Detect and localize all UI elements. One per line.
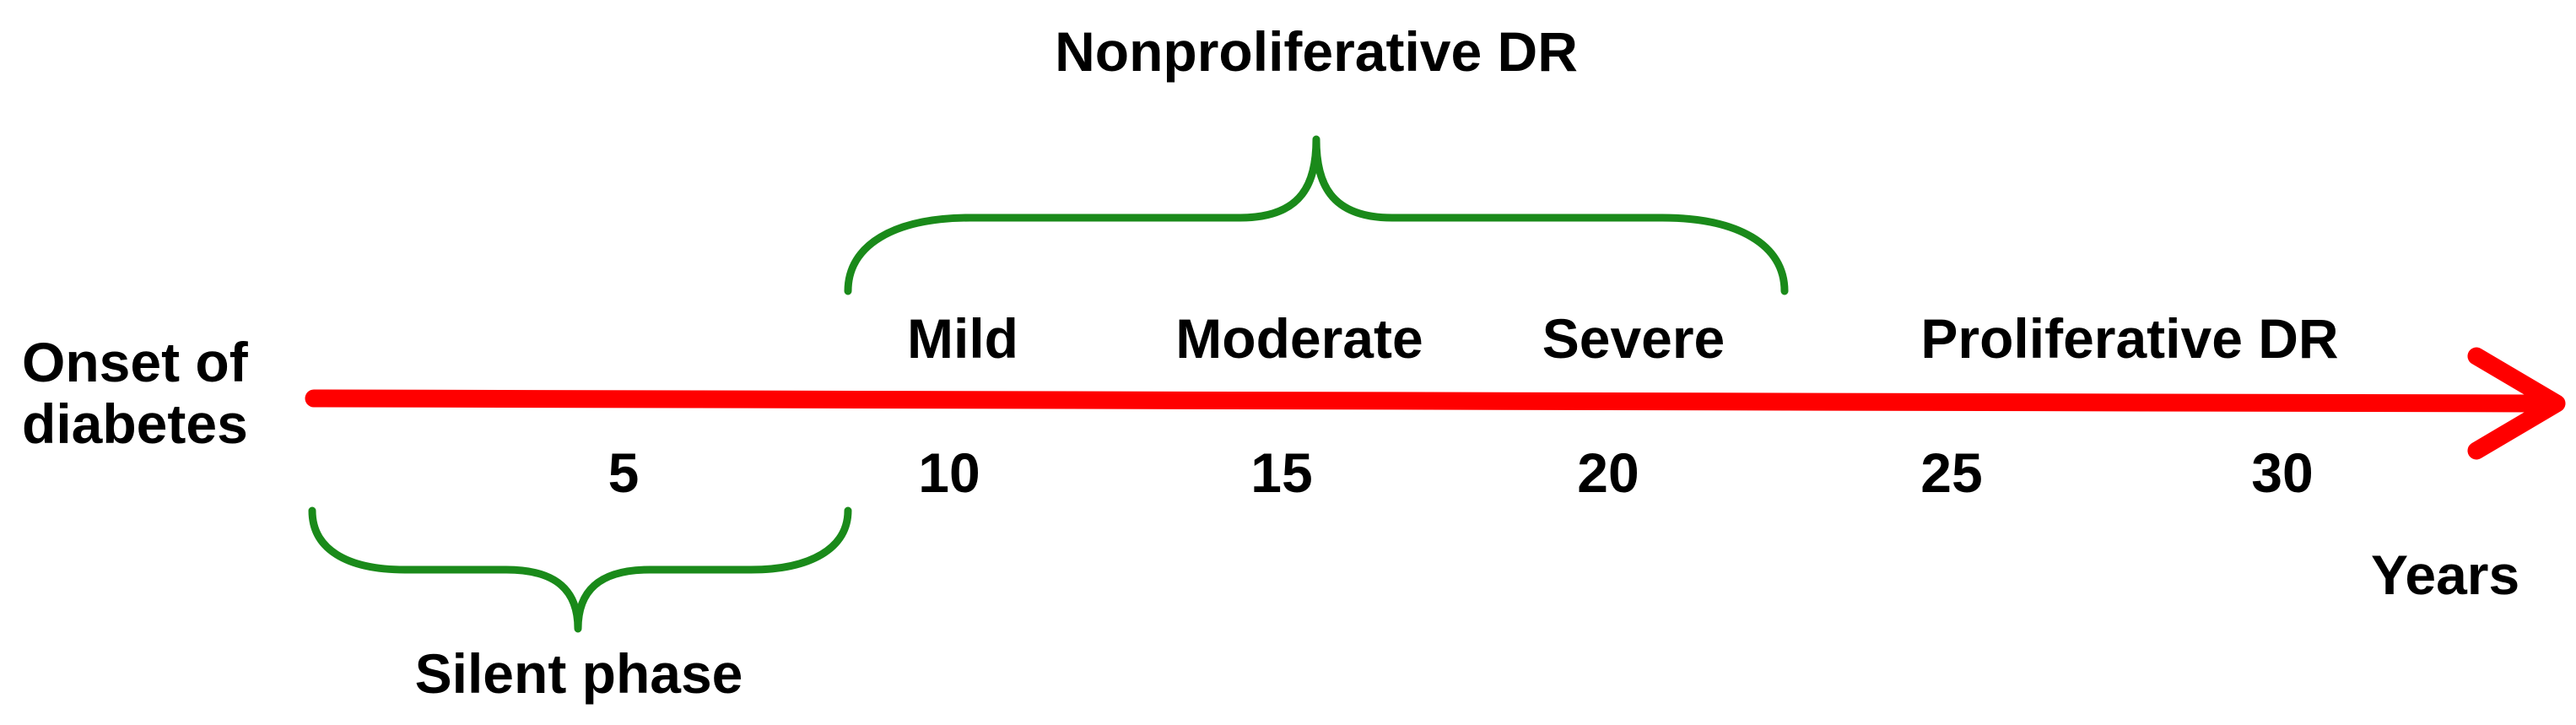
tick-label: 25	[1920, 441, 1983, 504]
tick-label: 10	[918, 441, 980, 504]
axis-unit-label: Years	[2371, 544, 2520, 606]
timeline-arrowhead	[2467, 347, 2566, 460]
stage-label-moderate: Moderate	[1175, 307, 1423, 370]
tick-label: 5	[608, 441, 640, 504]
nonproliferative-label: Nonproliferative DR	[1055, 20, 1578, 83]
timeline-axis-line	[305, 389, 2545, 413]
silent-phase-brace	[308, 506, 852, 633]
onset-label-line1: Onset of	[22, 331, 248, 393]
stage-label-severe: Severe	[1542, 307, 1725, 370]
tick-label: 15	[1250, 441, 1313, 504]
silent-phase-label: Silent phase	[414, 642, 743, 705]
onset-label-line2: diabetes	[22, 392, 248, 455]
stage-label-mild: Mild	[907, 307, 1018, 370]
nonproliferative-brace	[844, 135, 1789, 295]
onset-label: Onset of diabetes	[22, 332, 248, 454]
tick-label: 20	[1577, 441, 1639, 504]
stage-label-proliferative: Proliferative DR	[1920, 307, 2339, 370]
tick-label: 30	[2251, 441, 2314, 504]
